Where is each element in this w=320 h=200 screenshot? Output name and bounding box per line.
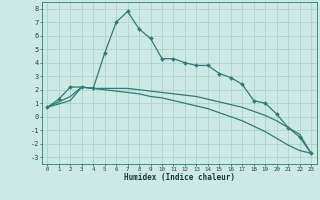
X-axis label: Humidex (Indice chaleur): Humidex (Indice chaleur)	[124, 173, 235, 182]
